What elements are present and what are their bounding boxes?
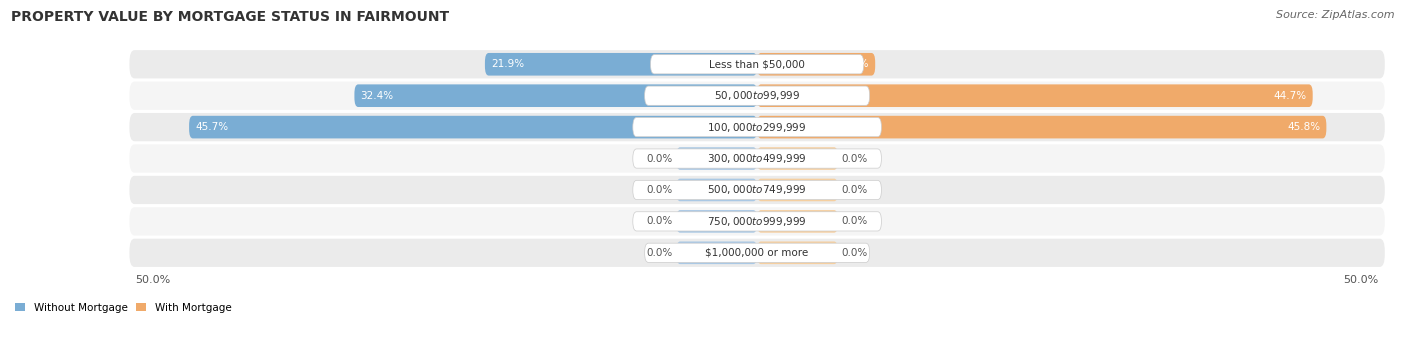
FancyBboxPatch shape <box>676 147 756 170</box>
Text: PROPERTY VALUE BY MORTGAGE STATUS IN FAIRMOUNT: PROPERTY VALUE BY MORTGAGE STATUS IN FAI… <box>11 10 450 24</box>
FancyBboxPatch shape <box>129 144 1385 173</box>
Text: 0.0%: 0.0% <box>842 248 868 258</box>
FancyBboxPatch shape <box>676 210 756 233</box>
FancyBboxPatch shape <box>354 84 756 107</box>
Text: $100,000 to $299,999: $100,000 to $299,999 <box>707 121 807 134</box>
FancyBboxPatch shape <box>129 176 1385 204</box>
Text: 0.0%: 0.0% <box>842 153 868 164</box>
Text: 0.0%: 0.0% <box>842 217 868 226</box>
Text: 0.0%: 0.0% <box>647 248 672 258</box>
FancyBboxPatch shape <box>756 179 838 201</box>
FancyBboxPatch shape <box>756 84 1313 107</box>
Legend: Without Mortgage, With Mortgage: Without Mortgage, With Mortgage <box>15 303 232 313</box>
Text: 0.0%: 0.0% <box>842 185 868 195</box>
FancyBboxPatch shape <box>633 180 882 199</box>
FancyBboxPatch shape <box>129 81 1385 110</box>
FancyBboxPatch shape <box>485 53 756 76</box>
Text: 50.0%: 50.0% <box>135 276 172 285</box>
Text: $1,000,000 or more: $1,000,000 or more <box>706 248 808 258</box>
Text: 44.7%: 44.7% <box>1274 91 1306 101</box>
FancyBboxPatch shape <box>756 53 875 76</box>
FancyBboxPatch shape <box>188 116 756 138</box>
FancyBboxPatch shape <box>756 116 1326 138</box>
Text: 45.8%: 45.8% <box>1286 122 1320 132</box>
Text: Less than $50,000: Less than $50,000 <box>709 59 806 69</box>
Text: $300,000 to $499,999: $300,000 to $499,999 <box>707 152 807 165</box>
Text: 0.0%: 0.0% <box>647 185 672 195</box>
FancyBboxPatch shape <box>129 239 1385 267</box>
Text: 21.9%: 21.9% <box>491 59 524 69</box>
FancyBboxPatch shape <box>129 207 1385 236</box>
Text: 45.7%: 45.7% <box>195 122 228 132</box>
Text: 50.0%: 50.0% <box>1343 276 1378 285</box>
Text: Source: ZipAtlas.com: Source: ZipAtlas.com <box>1277 10 1395 20</box>
FancyBboxPatch shape <box>676 241 756 264</box>
FancyBboxPatch shape <box>756 241 838 264</box>
Text: 0.0%: 0.0% <box>647 217 672 226</box>
FancyBboxPatch shape <box>756 147 838 170</box>
Text: 0.0%: 0.0% <box>647 153 672 164</box>
Text: $750,000 to $999,999: $750,000 to $999,999 <box>707 215 807 228</box>
FancyBboxPatch shape <box>644 86 869 105</box>
FancyBboxPatch shape <box>633 212 882 231</box>
FancyBboxPatch shape <box>633 118 882 137</box>
FancyBboxPatch shape <box>129 113 1385 141</box>
Text: 9.5%: 9.5% <box>842 59 869 69</box>
Text: $500,000 to $749,999: $500,000 to $749,999 <box>707 183 807 196</box>
FancyBboxPatch shape <box>633 149 882 168</box>
Text: 32.4%: 32.4% <box>360 91 394 101</box>
FancyBboxPatch shape <box>129 50 1385 78</box>
FancyBboxPatch shape <box>676 179 756 201</box>
FancyBboxPatch shape <box>651 55 863 74</box>
FancyBboxPatch shape <box>756 210 838 233</box>
Text: $50,000 to $99,999: $50,000 to $99,999 <box>714 89 800 102</box>
FancyBboxPatch shape <box>644 243 869 263</box>
